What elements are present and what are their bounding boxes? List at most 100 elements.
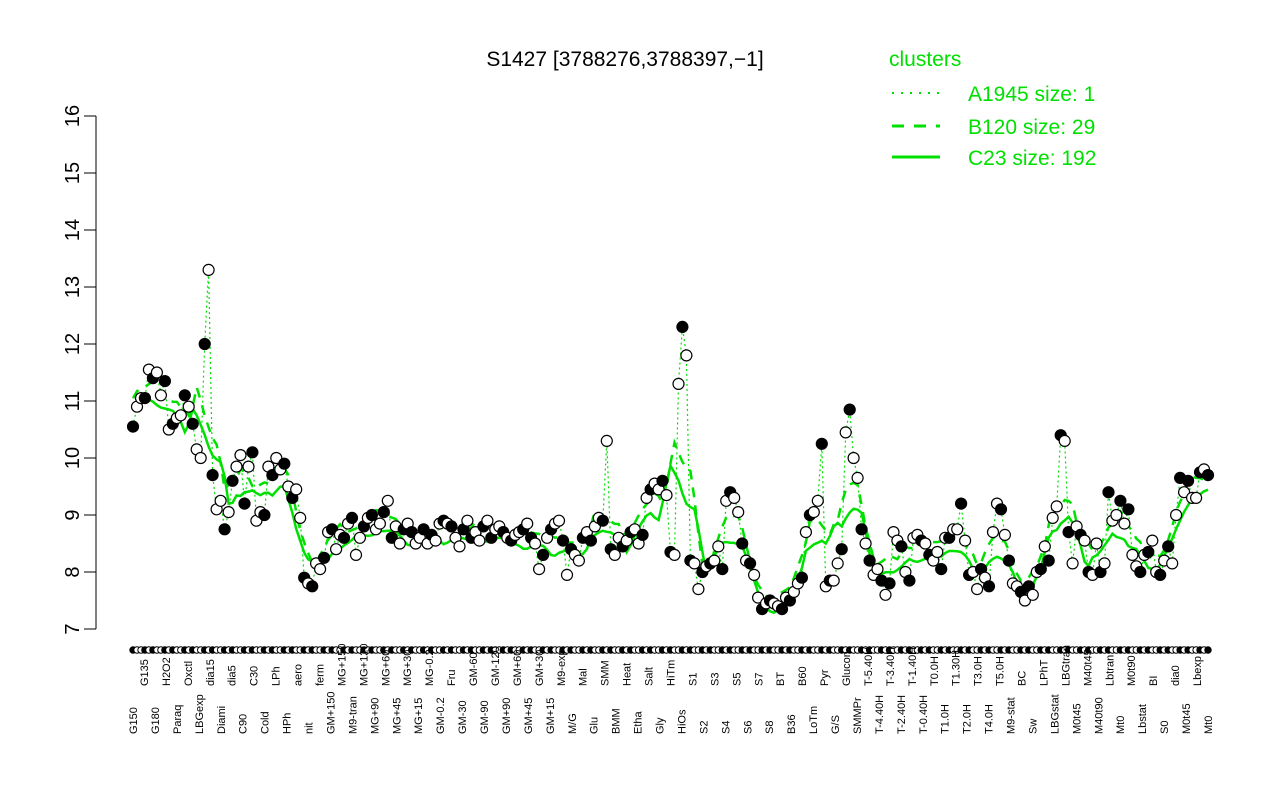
- data-point: [560, 568, 574, 582]
- data-point: [600, 434, 613, 447]
- rug-mark: [1204, 646, 1212, 654]
- x-tick-label: Heat: [622, 663, 634, 686]
- x-tick-label: T-0.40H: [918, 695, 930, 734]
- x-tick-label: T-2.40H: [896, 695, 908, 734]
- data-point: [847, 451, 860, 465]
- y-tick-label: 11: [62, 391, 84, 412]
- data-point: [879, 588, 892, 601]
- data-point: [807, 505, 820, 519]
- x-tick-label: HiTm: [666, 660, 678, 686]
- data-point: [839, 426, 852, 439]
- x-tick-label: Cold: [260, 711, 272, 734]
- data-point: [672, 377, 685, 390]
- data-point: [1146, 534, 1159, 547]
- x-tick-label: T-3.40H: [885, 647, 897, 686]
- x-tick-label: G135: [139, 659, 151, 686]
- legend-title: clusters: [889, 48, 961, 71]
- data-point: [608, 548, 621, 562]
- x-tick-label: G180: [150, 707, 162, 734]
- x-tick-label: MG+90: [369, 698, 381, 734]
- x-tick-label: G150: [128, 707, 140, 734]
- data-point: [935, 562, 948, 576]
- x-tick-label: Oxctl: [183, 661, 195, 686]
- x-tick-label: T-5.40H: [863, 647, 875, 686]
- legend-label-0: A1945 size: 1: [968, 83, 1095, 106]
- x-tick-label: Pyr: [819, 669, 831, 686]
- data-point: [1162, 540, 1175, 553]
- x-tick-label: GM+45: [523, 698, 535, 734]
- x-tick-label: G/S: [830, 715, 842, 734]
- data-point: [827, 574, 840, 587]
- data-point: [238, 497, 251, 510]
- x-tick-label: M9-tran: [347, 696, 359, 734]
- data-point: [521, 517, 534, 530]
- x-tick-label: T-4.40H: [874, 695, 886, 734]
- data-point: [552, 514, 566, 527]
- x-tick-label: T2.0H: [962, 704, 974, 734]
- legend: clusters A1945 size: 1 B120 size: 29 C23…: [889, 48, 1096, 170]
- data-point: [660, 489, 673, 502]
- x-tick-label: Glucon: [841, 651, 853, 686]
- data-point: [330, 543, 343, 556]
- data-point: [831, 557, 844, 570]
- data-point: [556, 534, 570, 547]
- x-tick-label: S4: [720, 721, 732, 734]
- x-tick-label: Lbstat: [1137, 704, 1149, 734]
- data-point: [481, 514, 494, 527]
- x-tick-label: Diami: [216, 706, 228, 734]
- data-point: [1038, 540, 1051, 553]
- data-point: [345, 511, 359, 525]
- data-point: [1169, 508, 1183, 522]
- data-point: [951, 523, 964, 536]
- data-point: [536, 548, 550, 562]
- x-tick-label: LPh: [271, 666, 283, 686]
- data-point: [214, 494, 227, 507]
- data-point: [1050, 500, 1063, 513]
- x-tick-label: T3.0H: [973, 656, 985, 686]
- x-tick-label: Mal: [578, 668, 590, 686]
- x-tick-label: LBGexp: [194, 694, 206, 734]
- data-point: [349, 548, 363, 562]
- x-tick-label: S7: [753, 673, 765, 686]
- data-point: [154, 389, 167, 402]
- data-point: [855, 523, 868, 536]
- data-point: [692, 582, 705, 596]
- x-tick-label: LBGstat: [1049, 694, 1061, 734]
- data-point: [851, 471, 864, 484]
- x-tick-label: Gly: [655, 717, 667, 734]
- data-point: [668, 548, 681, 562]
- data-point: [863, 554, 876, 567]
- data-point: [1201, 469, 1215, 482]
- x-tick-label: LoTm: [808, 706, 820, 734]
- x-tick-label: GM+60: [512, 650, 524, 686]
- data-point: [198, 337, 211, 351]
- data-point: [815, 437, 828, 450]
- x-tick-label: M0t45: [1181, 703, 1193, 734]
- x-tick-label: GM+15: [545, 698, 557, 734]
- x-tick-label: C30: [249, 666, 261, 686]
- data-point: [970, 582, 984, 596]
- x-tick-label: T0.0H: [929, 656, 941, 686]
- x-tick-label: Lbtran: [1104, 655, 1116, 686]
- data-point: [895, 540, 908, 553]
- data-point: [353, 531, 366, 544]
- x-tick-label: S6: [742, 721, 754, 734]
- x-tick-label: BMM: [611, 708, 623, 734]
- data-point: [1058, 434, 1071, 447]
- x-tick-label: Etha: [633, 710, 645, 734]
- data-point: [429, 534, 442, 547]
- x-tick-label: S1: [687, 673, 699, 686]
- data-point: [680, 349, 693, 362]
- data-point: [1142, 545, 1155, 559]
- x-tick-label: Fru: [446, 670, 458, 687]
- y-tick-label: 16: [62, 105, 84, 127]
- data-point: [958, 534, 972, 547]
- x-tick-label: M0t90: [1126, 655, 1138, 686]
- data-point: [377, 505, 390, 519]
- data-point: [1102, 486, 1115, 499]
- x-tick-label: Paraq: [172, 705, 184, 734]
- data-point: [871, 562, 884, 576]
- data-point: [688, 557, 701, 570]
- data-point: [919, 537, 932, 550]
- data-point: [1189, 491, 1203, 504]
